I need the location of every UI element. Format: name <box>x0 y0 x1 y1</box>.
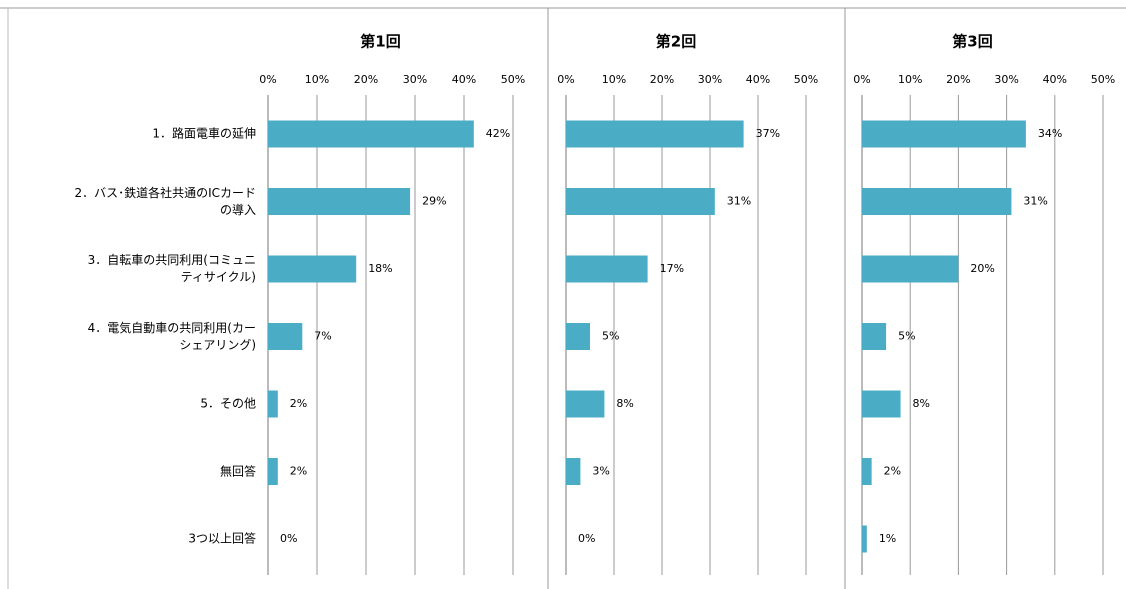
bar <box>268 458 278 485</box>
bar <box>268 255 357 283</box>
x-tick-label: 50% <box>794 73 818 86</box>
x-tick-label: 20% <box>946 73 970 86</box>
value-label: 31% <box>727 195 751 208</box>
bar <box>862 458 872 485</box>
x-tick-label: 20% <box>650 73 674 86</box>
value-label: 5% <box>898 330 915 343</box>
bar <box>862 525 867 553</box>
value-label: 3% <box>592 465 609 478</box>
x-tick-label: 50% <box>501 73 525 86</box>
bar <box>862 120 1026 148</box>
category-label: 無回答 <box>219 464 256 478</box>
value-label: 20% <box>970 262 994 275</box>
value-label: 1% <box>879 532 896 545</box>
x-tick-label: 30% <box>994 73 1018 86</box>
value-label: 2% <box>290 397 307 410</box>
chart-title: 第2回 <box>656 33 696 51</box>
x-tick-label: 10% <box>898 73 922 86</box>
value-label: 29% <box>422 195 446 208</box>
bar <box>566 188 715 215</box>
value-label: 37% <box>756 127 780 140</box>
value-label: 5% <box>602 330 619 343</box>
bar <box>862 323 887 350</box>
value-label: 0% <box>578 532 595 545</box>
x-tick-label: 40% <box>746 73 770 86</box>
value-label: 8% <box>616 397 633 410</box>
x-tick-label: 30% <box>403 73 427 86</box>
category-label: 2．バス･鉄道各社共通のICカード の導入 <box>74 185 256 217</box>
value-label: 7% <box>314 330 331 343</box>
bar <box>268 323 303 350</box>
x-tick-label: 0% <box>853 73 870 86</box>
value-label: 18% <box>368 262 392 275</box>
value-label: 8% <box>913 397 930 410</box>
bar <box>566 323 590 350</box>
x-tick-label: 50% <box>1091 73 1115 86</box>
x-tick-label: 40% <box>452 73 476 86</box>
x-tick-label: 20% <box>354 73 378 86</box>
x-tick-label: 30% <box>698 73 722 86</box>
value-label: 31% <box>1023 195 1047 208</box>
category-label: 3つ以上回答 <box>188 531 256 546</box>
bar <box>268 188 411 215</box>
bar <box>862 255 959 283</box>
bar <box>268 120 474 148</box>
bar <box>862 188 1012 215</box>
value-label: 2% <box>884 465 901 478</box>
value-label: 42% <box>486 127 510 140</box>
x-tick-label: 40% <box>1043 73 1067 86</box>
bar <box>566 458 581 485</box>
bar <box>566 255 648 283</box>
value-label: 17% <box>660 262 684 275</box>
category-label: 4．電気自動車の共同利用(カー シェアリング) <box>87 320 256 352</box>
bar <box>566 120 744 148</box>
value-label: 34% <box>1038 127 1062 140</box>
value-label: 2% <box>290 465 307 478</box>
x-tick-label: 0% <box>259 73 276 86</box>
x-tick-label: 10% <box>305 73 329 86</box>
bar <box>862 390 901 418</box>
bar <box>268 390 278 418</box>
category-label: 1．路面電車の延伸 <box>152 126 256 141</box>
x-tick-label: 0% <box>557 73 574 86</box>
value-label: 0% <box>280 532 297 545</box>
bar <box>566 390 605 418</box>
x-tick-label: 10% <box>602 73 626 86</box>
category-label: 3．自転車の共同利用(コミュニ ティサイクル) <box>87 253 256 284</box>
chart-title: 第3回 <box>952 33 992 51</box>
category-label: 5．その他 <box>200 396 256 411</box>
chart-title: 第1回 <box>360 33 400 51</box>
